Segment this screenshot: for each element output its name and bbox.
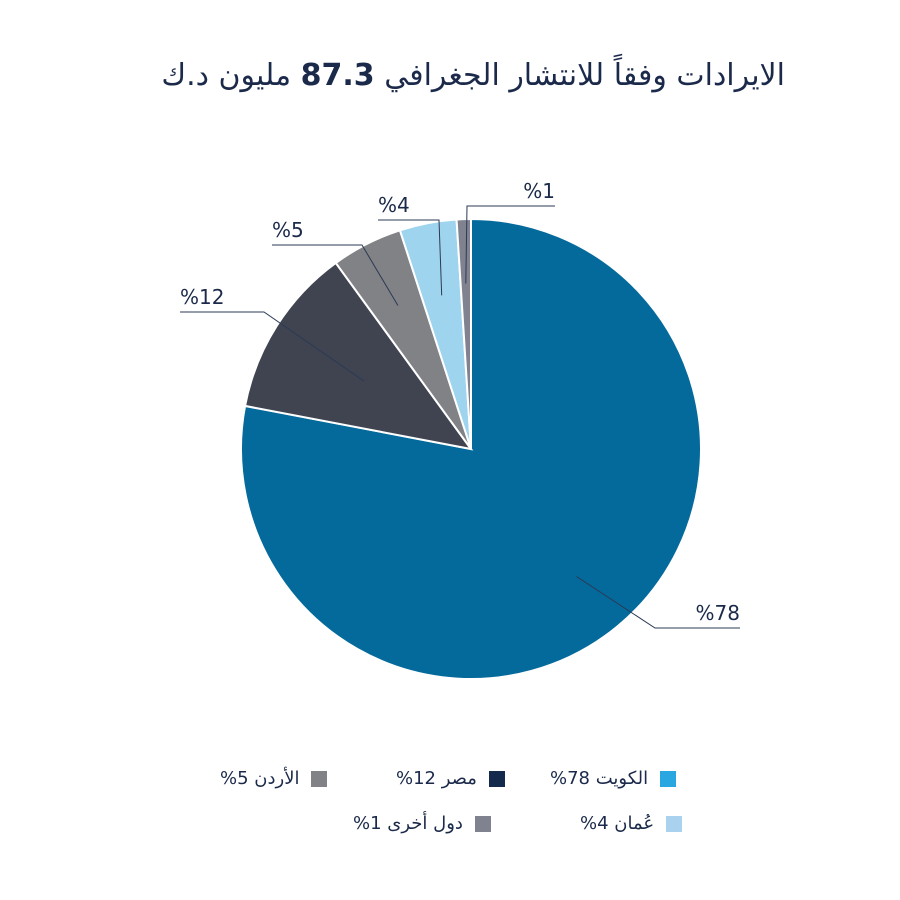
legend-item-kuwait: الكويت 78% — [550, 768, 677, 789]
legend-swatch-jordan — [311, 770, 328, 787]
legend-swatch-oman — [666, 815, 683, 832]
leader-line-other — [465, 205, 555, 284]
legend-item-egypt: مصر 12% — [396, 768, 505, 789]
leader-line-jordan — [272, 244, 399, 306]
slice-labels: %78 %12 %5 %4 %1 — [180, 179, 740, 625]
leader-line-oman — [378, 219, 443, 296]
slice-label-egypt: %12 — [180, 285, 224, 309]
chart-title: الايرادات وفقاً للانتشار الجغرافي 87.3 م… — [60, 58, 785, 93]
legend-item-oman: عُمان 4% — [580, 813, 683, 834]
pie-slices — [240, 217, 702, 680]
pie-slice-other — [455, 217, 472, 450]
chart-title-value: 87.3 — [300, 58, 375, 93]
legend-label-oman: عُمان 4% — [580, 813, 655, 834]
leader-line-kuwait — [576, 576, 740, 629]
legend-swatch-other — [474, 815, 491, 832]
leader-lines — [180, 205, 740, 629]
slice-label-oman: %4 — [378, 193, 410, 217]
chart-title-unit: مليون د.ك — [161, 58, 292, 93]
legend-item-other: دول أخرى 1% — [353, 813, 491, 834]
pie-slice-egypt — [243, 261, 474, 451]
leader-line-egypt — [180, 311, 365, 382]
legend-label-other: دول أخرى 1% — [353, 813, 463, 834]
legend-swatch-egypt — [488, 770, 505, 787]
legend-label-kuwait: الكويت 78% — [550, 768, 649, 789]
chart-title-text: الايرادات وفقاً للانتشار الجغرافي — [384, 58, 785, 93]
legend-swatch-kuwait — [660, 770, 677, 787]
slice-label-other: %1 — [523, 179, 555, 203]
slice-label-jordan: %5 — [272, 218, 304, 242]
legend-label-egypt: مصر 12% — [396, 768, 477, 789]
legend-item-jordan: الأردن 5% — [220, 768, 328, 789]
legend-label-jordan: الأردن 5% — [220, 768, 300, 789]
slice-label-kuwait: %78 — [696, 601, 740, 625]
